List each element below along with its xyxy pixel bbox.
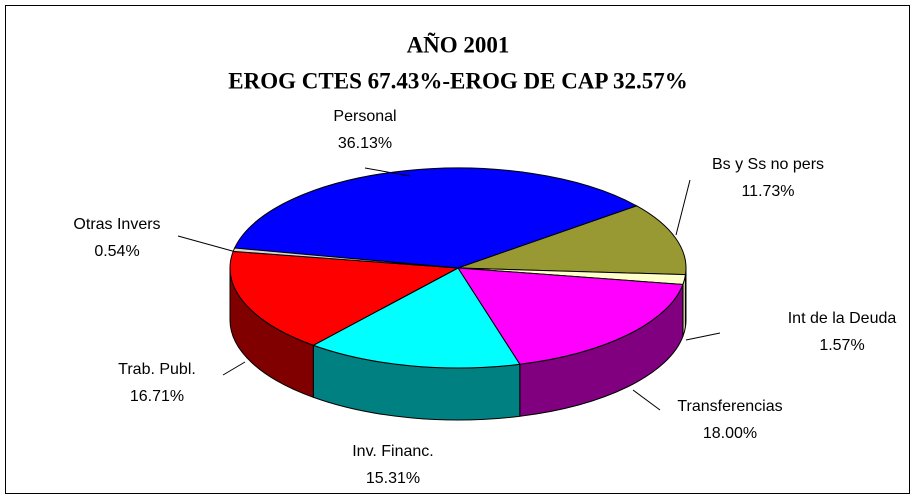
slice-label: Trab. Publ.: [118, 361, 196, 378]
slice-label: Int de la Deuda: [788, 310, 897, 327]
chart-subtitle: EROG CTES 67.43%-EROG DE CAP 32.57%: [228, 68, 687, 93]
slice-label: Transferencias: [677, 398, 782, 415]
slice-value-label: 0.54%: [94, 243, 139, 260]
pie-slice: [229, 250, 460, 346]
leader-line: [177, 235, 237, 253]
pie-slice: [457, 205, 687, 276]
leader-line: [222, 361, 246, 376]
slice-label: Inv. Financ.: [352, 443, 434, 460]
slice-value-label: 16.71%: [130, 388, 184, 405]
slice-value-label: 36.13%: [338, 135, 392, 152]
pie-slice: [457, 267, 684, 365]
slice-value-label: 11.73%: [741, 183, 794, 200]
chart-title: AÑO 2001: [407, 32, 510, 57]
leader-line: [364, 167, 411, 177]
slice-value-label: 18.00%: [703, 425, 757, 442]
leader-line: [675, 179, 691, 236]
slice-label: Otras Invers: [73, 216, 160, 233]
pie-slice: [312, 267, 521, 369]
leader-line: [685, 332, 721, 341]
leader-line: [632, 389, 661, 411]
slice-label: Bs y Ss no pers: [712, 156, 824, 173]
slice-value-label: 1.57%: [819, 337, 864, 354]
slice-label: Personal: [333, 108, 396, 125]
pie-slice: [233, 167, 638, 269]
slice-value-label: 15.31%: [366, 470, 420, 487]
